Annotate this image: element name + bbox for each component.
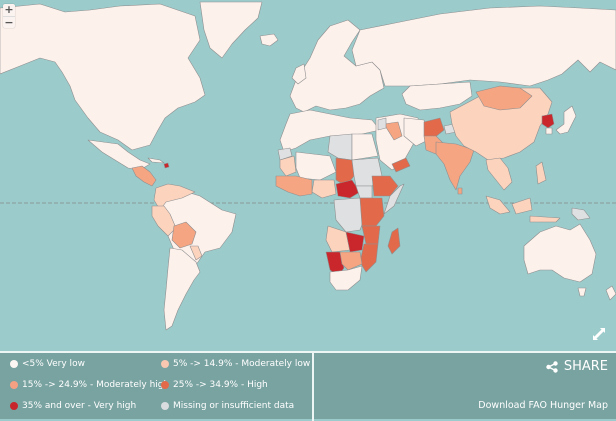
legend-swatch: [161, 360, 169, 368]
country-iraq[interactable]: [383, 121, 403, 141]
country-cuba[interactable]: [147, 157, 165, 164]
country-argentina-chile[interactable]: [163, 247, 201, 331]
legend-swatch: [161, 402, 169, 410]
country-colombia-venezuela[interactable]: [153, 183, 196, 211]
country-iceland[interactable]: [259, 33, 279, 47]
country-nigeria[interactable]: [311, 179, 337, 199]
country-east-africa[interactable]: [359, 197, 385, 227]
country-mozambique[interactable]: [359, 243, 379, 273]
fullscreen-button[interactable]: [592, 326, 606, 340]
country-madagascar[interactable]: [387, 227, 401, 255]
country-new-zealand[interactable]: [605, 285, 616, 301]
legend-label: 25% -> 34.9% - High: [173, 380, 268, 390]
country-central-african-republic[interactable]: [335, 179, 361, 199]
country-zambia[interactable]: [345, 231, 365, 253]
legend-item-moderately-low: 5% -> 14.9% - Moderately low: [161, 359, 310, 369]
country-mali-niger[interactable]: [295, 151, 337, 181]
country-papua-new-guinea[interactable]: [571, 207, 591, 221]
country-south-sudan[interactable]: [355, 185, 373, 199]
country-botswana-zimbabwe[interactable]: [339, 251, 363, 271]
country-iran[interactable]: [403, 117, 429, 147]
legend-label: 15% -> 24.9% - Moderately high: [22, 380, 170, 390]
country-philippines[interactable]: [535, 161, 547, 185]
zoom-out-button[interactable]: −: [3, 16, 15, 29]
legend-item-very-high: 35% and over - Very high: [10, 401, 136, 411]
share-label: SHARE: [563, 359, 608, 374]
share-button[interactable]: SHARE: [546, 359, 608, 374]
country-mongolia[interactable]: [475, 85, 533, 111]
country-afghanistan[interactable]: [423, 117, 445, 139]
country-south-korea[interactable]: [545, 127, 553, 135]
country-central-asia[interactable]: [401, 81, 473, 111]
legend-swatch: [10, 360, 18, 368]
country-paraguay[interactable]: [189, 245, 203, 261]
country-somalia[interactable]: [383, 183, 405, 215]
share-icon: [546, 360, 558, 373]
country-angola[interactable]: [325, 225, 351, 253]
country-egypt[interactable]: [351, 133, 379, 161]
zoom-control: + −: [3, 3, 15, 29]
country-bolivia[interactable]: [171, 221, 197, 249]
country-peru[interactable]: [151, 205, 177, 237]
legend-label: Missing or insufficient data: [173, 401, 295, 411]
country-haiti[interactable]: [163, 162, 170, 169]
legend-swatch: [161, 381, 169, 389]
legend-item-missing: Missing or insufficient data: [161, 401, 294, 411]
world-map-svg[interactable]: [0, 0, 616, 350]
country-western-sahara[interactable]: [277, 147, 293, 161]
country-mexico[interactable]: [87, 139, 151, 171]
country-north-korea[interactable]: [541, 113, 555, 129]
hunger-map[interactable]: + −: [0, 0, 616, 350]
country-southeast-asia[interactable]: [485, 157, 513, 191]
legend: <5% Very low 5% -> 14.9% - Moderately lo…: [0, 353, 314, 421]
legend-label: 35% and over - Very high: [22, 401, 137, 411]
country-south-africa[interactable]: [329, 265, 363, 291]
country-greenland[interactable]: [199, 1, 263, 59]
legend-label: <5% Very low: [22, 359, 85, 369]
country-canada-usa[interactable]: [0, 3, 206, 151]
country-australia[interactable]: [523, 223, 597, 283]
map-footer: <5% Very low 5% -> 14.9% - Moderately lo…: [0, 351, 616, 421]
country-yemen[interactable]: [391, 157, 411, 173]
country-russia[interactable]: [351, 5, 616, 87]
legend-label: 5% -> 14.9% - Moderately low: [173, 359, 311, 369]
country-tanzania[interactable]: [361, 225, 381, 245]
legend-item-moderately-high: 15% -> 24.9% - Moderately high: [10, 380, 169, 390]
legend-item-high: 25% -> 34.9% - High: [161, 380, 268, 390]
country-japan[interactable]: [555, 105, 577, 135]
country-ethiopia[interactable]: [371, 175, 399, 197]
country-tasmania[interactable]: [577, 287, 587, 297]
country-central-america[interactable]: [131, 165, 157, 187]
country-india[interactable]: [435, 141, 475, 191]
country-sri-lanka[interactable]: [457, 187, 463, 195]
zoom-in-button[interactable]: +: [4, 3, 14, 16]
country-libya[interactable]: [327, 133, 353, 161]
country-indonesia[interactable]: [485, 195, 561, 223]
legend-swatch: [10, 402, 18, 410]
country-syria[interactable]: [377, 117, 387, 131]
legend-swatch: [10, 381, 18, 389]
download-map-link[interactable]: Download FAO Hunger Map: [478, 400, 608, 411]
legend-item-very-low: <5% Very low: [10, 359, 85, 369]
country-uk[interactable]: [291, 63, 307, 85]
expand-icon: [593, 328, 605, 340]
country-mauritania[interactable]: [279, 155, 297, 177]
country-west-africa[interactable]: [275, 175, 313, 197]
